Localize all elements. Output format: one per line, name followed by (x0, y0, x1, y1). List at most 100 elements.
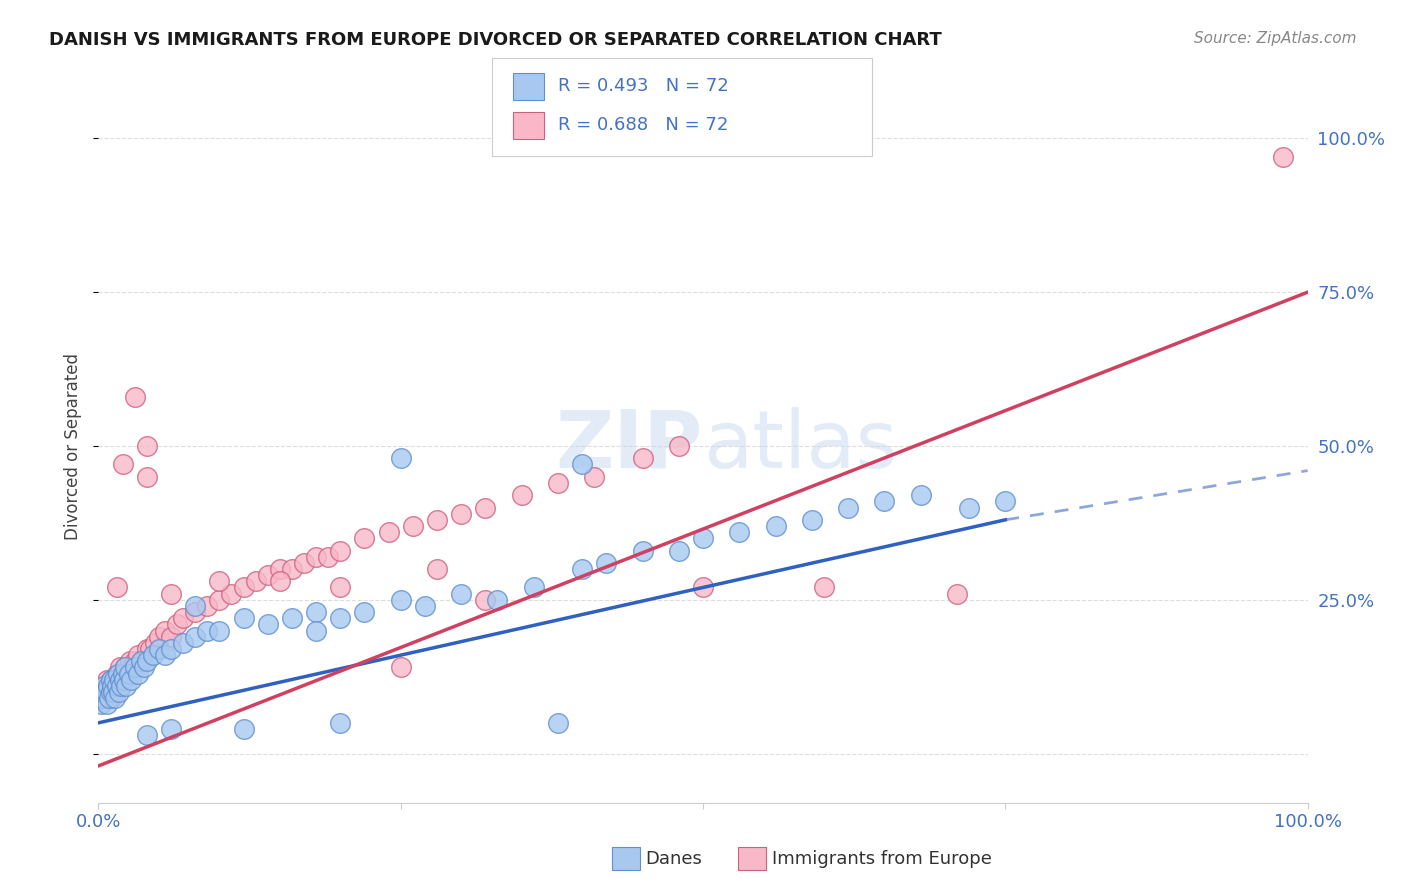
Point (292, 556, 315, 570)
Point (305, 605, 328, 619)
Point (135, 439, 157, 453)
Point (90, 691, 112, 706)
Point (93, 691, 115, 706)
Point (946, 587, 969, 601)
Point (124, 654, 146, 668)
Point (98, 679, 121, 693)
Point (97, 685, 120, 699)
Point (94, 691, 117, 706)
Point (583, 469, 606, 483)
Point (474, 592, 496, 607)
Point (547, 475, 569, 490)
Point (111, 666, 134, 681)
Point (184, 605, 207, 619)
Point (269, 574, 291, 589)
Point (101, 685, 124, 699)
Point (765, 519, 787, 533)
Point (104, 691, 127, 706)
Point (107, 666, 129, 681)
Point (135, 469, 157, 483)
Point (135, 654, 157, 668)
Point (873, 494, 896, 508)
Point (93, 679, 115, 693)
Y-axis label: Divorced or Separated: Divorced or Separated (65, 352, 83, 540)
Point (232, 611, 254, 625)
Point (135, 642, 157, 657)
Point (316, 549, 339, 564)
Point (510, 488, 533, 502)
Point (108, 673, 131, 687)
Point (148, 630, 170, 644)
Point (668, 543, 690, 558)
Point (232, 581, 254, 595)
Point (111, 458, 134, 472)
Point (100, 679, 122, 693)
Point (595, 556, 617, 570)
Point (115, 679, 138, 693)
Point (957, 500, 980, 515)
Point (377, 525, 399, 540)
Point (91, 685, 114, 699)
Point (118, 666, 141, 681)
Point (166, 617, 188, 632)
Point (631, 543, 654, 558)
Point (135, 728, 157, 742)
Text: DANISH VS IMMIGRANTS FROM EUROPE DIVORCED OR SEPARATED CORRELATION CHART: DANISH VS IMMIGRANTS FROM EUROPE DIVORCE… (49, 31, 942, 49)
Point (100, 673, 122, 687)
Point (389, 451, 412, 466)
Text: atlas: atlas (703, 407, 897, 485)
Point (800, 513, 823, 527)
Point (124, 660, 146, 674)
Point (450, 587, 472, 601)
Point (105, 679, 128, 693)
Point (94, 685, 117, 699)
Point (195, 599, 218, 613)
Point (329, 611, 352, 625)
Point (256, 617, 278, 632)
Point (105, 666, 128, 681)
Point (256, 568, 278, 582)
Point (100, 685, 122, 699)
Point (114, 660, 136, 674)
Point (129, 654, 152, 668)
Point (172, 636, 194, 650)
Point (692, 581, 714, 595)
Point (120, 673, 142, 687)
Point (172, 611, 194, 625)
Point (111, 666, 134, 681)
Point (184, 599, 207, 613)
Point (96, 673, 118, 687)
Point (114, 660, 136, 674)
Point (269, 562, 291, 576)
Point (103, 673, 125, 687)
Point (101, 679, 124, 693)
Point (108, 685, 131, 699)
Text: Source: ZipAtlas.com: Source: ZipAtlas.com (1194, 31, 1357, 46)
Point (450, 507, 472, 521)
Point (281, 562, 304, 576)
Point (305, 549, 328, 564)
Point (160, 642, 183, 657)
Text: Immigrants from Europe: Immigrants from Europe (772, 850, 991, 868)
Point (127, 666, 149, 681)
Point (389, 592, 412, 607)
Point (91, 679, 114, 693)
Point (232, 722, 254, 736)
Point (329, 543, 352, 558)
Point (728, 525, 751, 540)
Point (91, 691, 114, 706)
Point (631, 451, 654, 466)
Point (994, 494, 1017, 508)
Point (139, 642, 162, 657)
Point (112, 673, 135, 687)
Point (837, 500, 859, 515)
Point (97, 679, 120, 693)
Point (281, 611, 304, 625)
Point (329, 581, 352, 595)
Point (90, 698, 112, 712)
Point (118, 654, 141, 668)
Point (105, 581, 128, 595)
Text: ZIP: ZIP (555, 407, 703, 485)
Point (692, 531, 714, 545)
Point (547, 715, 569, 730)
